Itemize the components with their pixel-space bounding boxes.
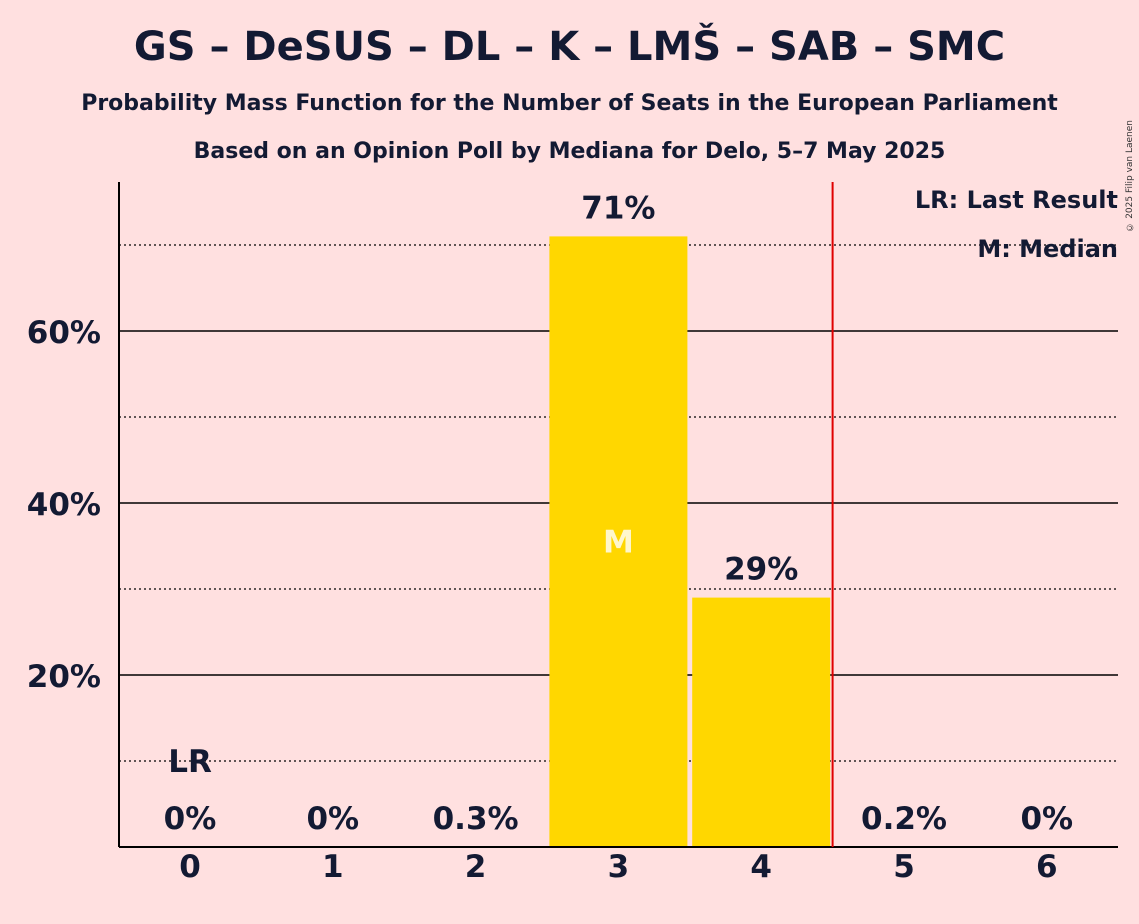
x-tick-label: 0	[179, 849, 201, 885]
bar-seats-4	[692, 597, 831, 847]
y-tick-label: 20%	[27, 659, 101, 695]
y-tick-label: 40%	[27, 487, 101, 523]
y-tick-label: 60%	[27, 315, 101, 351]
data-label: 0.3%	[433, 801, 519, 837]
x-tick-label: 2	[465, 849, 487, 885]
bar-seats-3	[549, 236, 688, 847]
x-tick-label: 1	[322, 849, 344, 885]
x-tick-label: 6	[1036, 849, 1058, 885]
x-tick-label: 3	[608, 849, 630, 885]
x-tick-label: 4	[750, 849, 772, 885]
median-marker: M	[603, 525, 634, 561]
legend-last-result: LR: Last Result	[915, 186, 1118, 214]
data-label: 0.2%	[861, 801, 947, 837]
data-label: 29%	[724, 552, 798, 588]
data-label: 71%	[581, 190, 655, 226]
last-result-marker: LR	[168, 744, 212, 780]
chart-title: GS – DeSUS – DL – K – LMŠ – SAB – SMC	[133, 24, 1006, 70]
chart-subtitle: Probability Mass Function for the Number…	[81, 91, 1058, 116]
legend-median: M: Median	[977, 235, 1118, 263]
data-label: 0%	[164, 801, 217, 837]
data-label: 0%	[1020, 801, 1073, 837]
chart-source-line: Based on an Opinion Poll by Mediana for …	[193, 139, 946, 164]
data-label: 0%	[306, 801, 359, 837]
x-tick-label: 5	[893, 849, 915, 885]
